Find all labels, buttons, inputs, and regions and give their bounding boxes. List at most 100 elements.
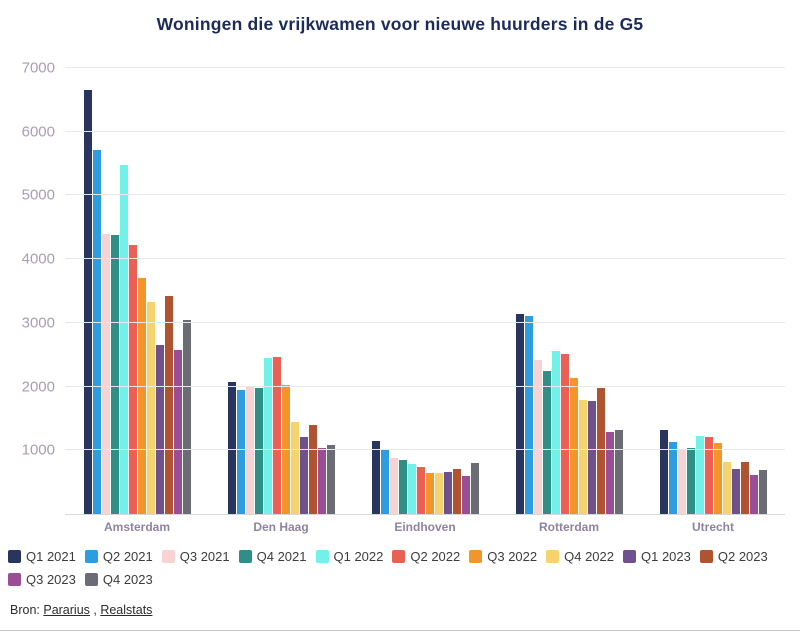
legend-label: Q1 2023 [641,549,691,564]
bar-den-haag-q3-2023 [317,447,326,514]
source-separator: , [89,603,101,617]
legend-item-q3-2023: Q3 2023 [8,572,76,587]
bar-utrecht-q2-2022 [704,436,713,514]
bar-group-rotterdam: Rotterdam [515,68,623,534]
y-axis-tick-label: 2000 [21,378,55,396]
legend-swatch [84,573,98,586]
bar-rotterdam-q1-2023 [587,401,596,514]
bar-amsterdam-q1-2023 [155,345,164,514]
bar-amsterdam-q2-2022 [128,244,137,514]
bar-amsterdam-q4-2022 [146,301,155,514]
bar-eindhoven-q3-2022 [425,473,434,514]
bar-groups: Amsterdam Den Haag Eindhoven Rotterdam Utrec… [65,68,785,534]
bar-utrecht-q1-2022 [695,435,704,514]
legend-swatch [315,550,329,563]
bar-rotterdam-q4-2022 [578,399,587,514]
y-axis-tick-label: 1000 [21,441,55,459]
gridline [65,258,785,260]
x-axis-label-utrecht: Utrecht [691,520,735,534]
bar-eindhoven-q1-2023 [443,471,452,514]
bar-utrecht-q1-2021 [659,429,668,514]
y-axis-tick-label: 5000 [21,186,55,204]
bar-utrecht-q4-2021 [686,447,695,514]
gridline [65,130,785,132]
legend-swatch [699,550,713,563]
bar-utrecht-q4-2022 [722,461,731,514]
legend-label: Q4 2021 [256,549,307,564]
bar-utrecht-q1-2023 [731,469,740,514]
legend-label: Q1 2022 [333,549,384,564]
bar-group-den-haag: Den Haag [227,68,335,534]
bar-chart: Amsterdam Den Haag Eindhoven Rotterdam Utrec… [0,59,800,534]
bar-den-haag-q2-2023 [308,424,317,514]
bar-utrecht-q3-2021 [677,449,686,514]
bar-utrecht-q3-2022 [713,442,722,514]
legend-item-q1-2022: Q1 2022 [315,549,384,564]
x-axis-label-eindhoven: Eindhoven [394,520,456,534]
legend-swatch [469,550,483,563]
bar-den-haag-q4-2021 [254,387,263,514]
bar-utrecht-q4-2023 [758,470,767,514]
bar-rotterdam-q1-2021 [515,313,524,514]
legend-label: Q4 2023 [102,572,153,587]
legend-row: Q3 2023 Q4 2023 [8,572,792,587]
plot-area: Amsterdam Den Haag Eindhoven Rotterdam Utrec… [65,67,785,534]
bar-den-haag-q1-2023 [299,436,308,514]
bar-rotterdam-q4-2023 [614,429,623,514]
bar-group-amsterdam: Amsterdam [83,68,191,534]
legend-item-q2-2023: Q2 2023 [699,549,768,564]
bar-eindhoven-q3-2021 [389,457,398,514]
bar-amsterdam-q2-2021 [92,149,101,514]
gridline [65,449,785,451]
bar-eindhoven-q2-2022 [416,466,425,514]
x-axis-line [65,514,785,515]
x-axis-label-rotterdam: Rotterdam [538,520,600,534]
bar-amsterdam-q1-2021 [83,90,92,514]
bar-rotterdam-q2-2021 [524,315,533,514]
x-axis-label-amsterdam: Amsterdam [103,520,171,534]
bar-den-haag-q2-2021 [236,389,245,514]
bar-group-utrecht: Utrecht [659,68,767,534]
legend-row: Q1 2021 Q2 2021 Q3 2021 Q4 2021 Q1 2022 Q2 20… [8,549,792,564]
legend-item-q4-2021: Q4 2021 [238,549,307,564]
y-axis-tick-label: 3000 [21,314,55,332]
y-axis-tick-label: 4000 [21,250,55,268]
x-axis-label-den-haag: Den Haag [253,520,309,534]
bar-den-haag-q4-2022 [290,421,299,514]
bar-utrecht-q3-2023 [749,474,758,514]
legend-label: Q3 2023 [26,572,76,587]
bar-eindhoven-q3-2023 [461,475,470,514]
source-link-realstats[interactable]: Realstats [100,603,153,617]
legend-swatch [392,550,406,563]
legend-item-q4-2022: Q4 2022 [546,549,614,564]
bar-amsterdam-q4-2023 [182,319,191,514]
bar-rotterdam-q4-2021 [542,370,551,514]
bar-amsterdam-q3-2021 [101,233,110,514]
source-line: Bron: Pararius , Realstats [10,603,152,617]
bar-rotterdam-q1-2022 [551,350,560,514]
chart-title: Woningen die vrijkwamen voor nieuwe huur… [156,14,644,34]
bar-rotterdam-q2-2022 [560,354,569,514]
legend-item-q4-2023: Q4 2023 [84,572,153,587]
legend-label: Q2 2022 [410,549,461,564]
legend-item-q1-2023: Q1 2023 [623,549,691,564]
legend-label: Q2 2023 [717,549,768,564]
bar-rotterdam-q3-2022 [569,377,578,514]
legend-item-q1-2021: Q1 2021 [8,549,76,564]
legend-swatch [84,550,98,563]
source-link-pararius[interactable]: Pararius [43,603,90,617]
bar-eindhoven-q4-2022 [434,473,443,514]
gridline [65,194,785,196]
bar-den-haag-q1-2021 [227,382,236,514]
gridline [65,321,785,323]
bar-eindhoven-q1-2021 [371,440,380,514]
legend-swatch [546,550,560,563]
bar-utrecht-q2-2023 [740,462,749,514]
bar-utrecht-q2-2021 [668,442,677,514]
bar-eindhoven-q4-2023 [470,463,479,514]
bar-rotterdam-q3-2021 [533,359,542,514]
legend-label: Q2 2021 [102,549,153,564]
y-axis-tick-label: 7000 [21,59,55,77]
legend-item-q2-2021: Q2 2021 [84,549,153,564]
